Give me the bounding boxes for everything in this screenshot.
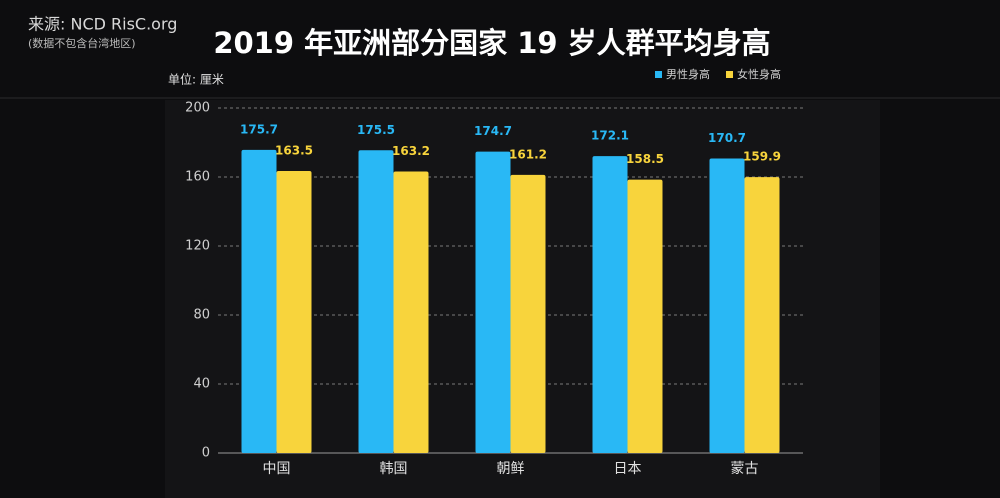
y-tick-label: 0 (202, 446, 210, 461)
value-label: 175.5 (357, 123, 395, 137)
x-tick-label: 朝鲜 (497, 461, 525, 477)
bar (744, 177, 780, 454)
legend-swatch (726, 71, 733, 78)
bar (510, 174, 546, 453)
bar (592, 156, 628, 453)
value-label: 170.7 (708, 131, 746, 145)
bar (475, 151, 511, 453)
bar (358, 150, 394, 453)
value-label: 163.2 (392, 144, 430, 158)
value-label: 159.9 (743, 150, 781, 164)
value-label: 174.7 (474, 124, 512, 138)
value-label: 175.7 (240, 122, 278, 136)
legend-label: 女性身高 (737, 67, 781, 81)
y-tick-label: 120 (185, 239, 210, 254)
bar (393, 171, 429, 454)
x-tick-label: 中国 (263, 461, 291, 477)
bar (627, 179, 663, 453)
x-tick-label: 韩国 (380, 461, 408, 477)
x-tick-label: 日本 (614, 461, 642, 477)
legend-swatch (655, 71, 662, 78)
unit-label: 单位: 厘米 (168, 72, 224, 87)
bar (241, 149, 277, 454)
x-tick-label: 蒙古 (731, 461, 759, 477)
value-label: 158.5 (626, 152, 664, 166)
value-label: 172.1 (591, 129, 629, 143)
y-tick-label: 160 (185, 170, 210, 185)
legend-label: 男性身高 (666, 67, 710, 81)
chart-title: 2019 年亚洲部分国家 19 岁人群平均身高 (213, 26, 770, 60)
source-note: (数据不包含台湾地区) (28, 36, 136, 50)
bar (276, 170, 312, 453)
value-label: 163.5 (275, 143, 313, 157)
y-tick-label: 80 (193, 308, 210, 323)
y-tick-label: 200 (185, 101, 210, 116)
source: 来源: NCD RisC.org (28, 15, 177, 34)
y-tick-label: 40 (193, 377, 210, 392)
bar (709, 158, 745, 454)
value-label: 161.2 (509, 147, 547, 161)
